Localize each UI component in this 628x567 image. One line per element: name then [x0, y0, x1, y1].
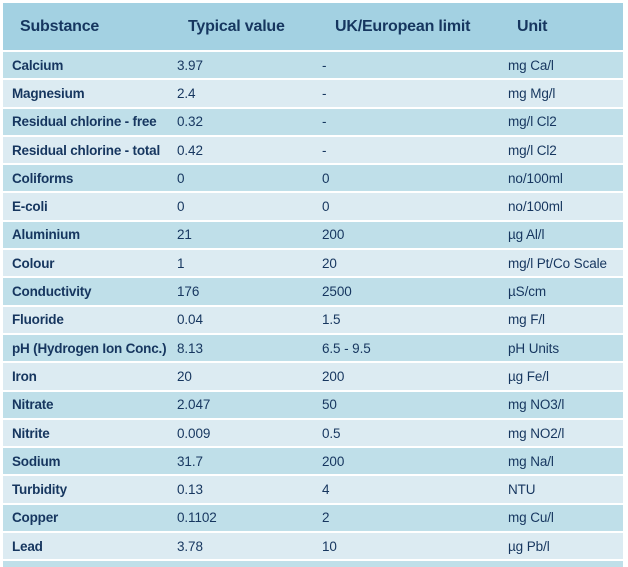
typical-value-cell: 1 — [177, 255, 185, 271]
table-row: Colour 1 20 mg/l Pt/Co Scale — [3, 250, 623, 277]
typical-value-cell: 0.13 — [177, 482, 203, 498]
typical-value-cell: 31.7 — [177, 453, 203, 469]
typical-value-cell: 20 — [177, 368, 192, 384]
substance-cell: Nitrate — [12, 397, 54, 413]
limit-cell: 1.5 — [322, 312, 341, 328]
table-row: Conductivity 176 2500 µS/cm — [3, 278, 623, 305]
limit-cell: 6.5 - 9.5 — [322, 340, 371, 356]
typical-value-cell: 0.009 — [177, 425, 211, 441]
clipped-next-row — [3, 561, 623, 567]
unit-cell: mg/l Cl2 — [508, 142, 557, 158]
limit-cell: 200 — [322, 453, 345, 469]
limit-cell: - — [322, 85, 327, 101]
limit-cell: 200 — [322, 227, 345, 243]
substance-cell: Lead — [12, 538, 43, 554]
typical-value-cell: 2.047 — [177, 397, 211, 413]
table-row: Iron 20 200 µg Fe/l — [3, 363, 623, 390]
substance-cell: Copper — [12, 510, 59, 526]
table-row: Lead 3.78 10 µg Pb/l — [3, 533, 623, 560]
unit-cell: µg Al/l — [508, 227, 545, 243]
substance-cell: Iron — [12, 368, 37, 384]
typical-value-cell: 0.1102 — [177, 510, 217, 526]
substance-cell: Residual chlorine - free — [12, 114, 157, 130]
substance-cell: Fluoride — [12, 312, 64, 328]
unit-cell: µg Fe/l — [508, 368, 549, 384]
substance-cell: Nitrite — [12, 425, 50, 441]
substance-cell: Aluminium — [12, 227, 80, 243]
substance-cell: Turbidity — [12, 482, 67, 498]
table-body: Calcium 3.97 - mg Ca/l Magnesium 2.4 - mg Mg/l R… — [3, 52, 623, 560]
table-row: Coliforms 0 0 no/100ml — [3, 165, 623, 192]
column-header-unit: Unit — [517, 17, 548, 35]
limit-cell: 20 — [322, 255, 337, 271]
unit-cell: mg NO3/l — [508, 397, 565, 413]
substance-cell: Conductivity — [12, 284, 92, 300]
substance-cell: Coliforms — [12, 170, 74, 186]
table-row: Calcium 3.97 - mg Ca/l — [3, 52, 623, 79]
unit-cell: no/100ml — [508, 170, 563, 186]
substance-cell: Residual chlorine - total — [12, 142, 161, 158]
unit-cell: mg Cu/l — [508, 510, 554, 526]
unit-cell: mg/l Pt/Co Scale — [508, 255, 607, 271]
table-row: pH (Hydrogen Ion Conc.) 8.13 6.5 - 9.5 pH U… — [3, 334, 623, 362]
table-row: Sodium 31.7 200 mg Na/l — [3, 448, 623, 475]
limit-cell: 0 — [322, 199, 330, 215]
substance-cell: pH (Hydrogen Ion Conc.) — [12, 340, 167, 356]
table-row: E-coli 0 0 no/100ml — [3, 193, 623, 220]
table-row: Fluoride 0.04 1.5 mg F/l — [3, 306, 623, 333]
unit-cell: mg Mg/l — [508, 85, 556, 101]
typical-value-cell: 0 — [177, 170, 185, 186]
substance-cell: Sodium — [12, 453, 61, 469]
unit-cell: mg/l Cl2 — [508, 114, 557, 130]
unit-cell: pH Units — [508, 340, 559, 356]
typical-value-cell: 0.42 — [177, 142, 203, 158]
table-row: Nitrate 2.047 50 mg NO3/l — [3, 391, 623, 418]
unit-cell: mg NO2/l — [508, 425, 565, 441]
typical-value-cell: 0.32 — [177, 114, 203, 130]
unit-cell: µS/cm — [508, 284, 547, 300]
limit-cell: - — [322, 114, 327, 130]
limit-cell: - — [322, 57, 327, 73]
typical-value-cell: 8.13 — [177, 340, 203, 356]
typical-value-cell: 21 — [177, 227, 192, 243]
unit-cell: mg Na/l — [508, 453, 554, 469]
table-row: Turbidity 0.13 4 NTU — [3, 476, 623, 503]
column-header-typical-value: Typical value — [188, 17, 285, 35]
typical-value-cell: 176 — [177, 284, 200, 300]
limit-cell: 2 — [322, 510, 330, 526]
table-row: Aluminium 21 200 µg Al/l — [3, 221, 623, 249]
typical-value-cell: 3.78 — [177, 538, 203, 554]
column-header-substance: Substance — [20, 17, 100, 35]
limit-cell: 10 — [322, 538, 337, 554]
limit-cell: 0 — [322, 170, 330, 186]
limit-cell: 50 — [322, 397, 337, 413]
table-row: Nitrite 0.009 0.5 mg NO2/l — [3, 419, 623, 447]
limit-cell: 4 — [322, 482, 330, 498]
substance-cell: Calcium — [12, 57, 64, 73]
table-row: Residual chlorine - total 0.42 - mg/l Cl2 — [3, 136, 623, 164]
table-header-row: Substance Typical value UK/European limi… — [3, 3, 623, 50]
unit-cell: µg Pb/l — [508, 538, 550, 554]
typical-value-cell: 0.04 — [177, 312, 203, 328]
substance-cell: Magnesium — [12, 85, 85, 101]
typical-value-cell: 0 — [177, 199, 185, 215]
unit-cell: NTU — [508, 482, 536, 498]
substance-cell: Colour — [12, 255, 55, 271]
typical-value-cell: 2.4 — [177, 85, 196, 101]
unit-cell: no/100ml — [508, 199, 563, 215]
table-row: Copper 0.1102 2 mg Cu/l — [3, 504, 623, 532]
table-row: Residual chlorine - free 0.32 - mg/l Cl2 — [3, 108, 623, 135]
limit-cell: 2500 — [322, 284, 352, 300]
typical-value-cell: 3.97 — [177, 57, 203, 73]
substance-cell: E-coli — [12, 199, 48, 215]
column-header-uk-european-limit: UK/European limit — [335, 17, 471, 35]
limit-cell: - — [322, 142, 327, 158]
unit-cell: mg Ca/l — [508, 57, 554, 73]
limit-cell: 200 — [322, 368, 345, 384]
unit-cell: mg F/l — [508, 312, 545, 328]
table-row: Magnesium 2.4 - mg Mg/l — [3, 80, 623, 107]
limit-cell: 0.5 — [322, 425, 341, 441]
